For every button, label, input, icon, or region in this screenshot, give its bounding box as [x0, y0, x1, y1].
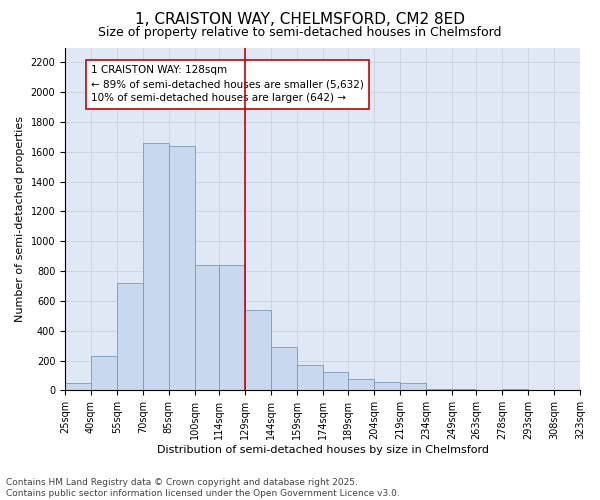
Bar — [400, 383, 426, 390]
Text: Contains HM Land Registry data © Crown copyright and database right 2025.
Contai: Contains HM Land Registry data © Crown c… — [6, 478, 400, 498]
Bar — [271, 347, 296, 391]
X-axis label: Distribution of semi-detached houses by size in Chelmsford: Distribution of semi-detached houses by … — [157, 445, 488, 455]
Bar — [452, 389, 476, 390]
Bar — [374, 382, 400, 390]
Bar — [143, 143, 169, 390]
Bar — [296, 365, 323, 390]
Y-axis label: Number of semi-detached properties: Number of semi-detached properties — [15, 116, 25, 322]
Bar — [502, 389, 528, 390]
Bar — [426, 389, 452, 390]
Bar — [169, 146, 194, 390]
Bar — [219, 265, 245, 390]
Bar — [245, 310, 271, 390]
Bar — [117, 283, 143, 391]
Bar — [91, 356, 117, 390]
Text: 1, CRAISTON WAY, CHELMSFORD, CM2 8ED: 1, CRAISTON WAY, CHELMSFORD, CM2 8ED — [135, 12, 465, 28]
Text: Size of property relative to semi-detached houses in Chelmsford: Size of property relative to semi-detach… — [98, 26, 502, 39]
Bar — [194, 265, 219, 390]
Bar — [65, 383, 91, 390]
Bar — [349, 379, 374, 390]
Bar — [323, 372, 349, 390]
Text: 1 CRAISTON WAY: 128sqm
← 89% of semi-detached houses are smaller (5,632)
10% of : 1 CRAISTON WAY: 128sqm ← 89% of semi-det… — [91, 66, 364, 104]
